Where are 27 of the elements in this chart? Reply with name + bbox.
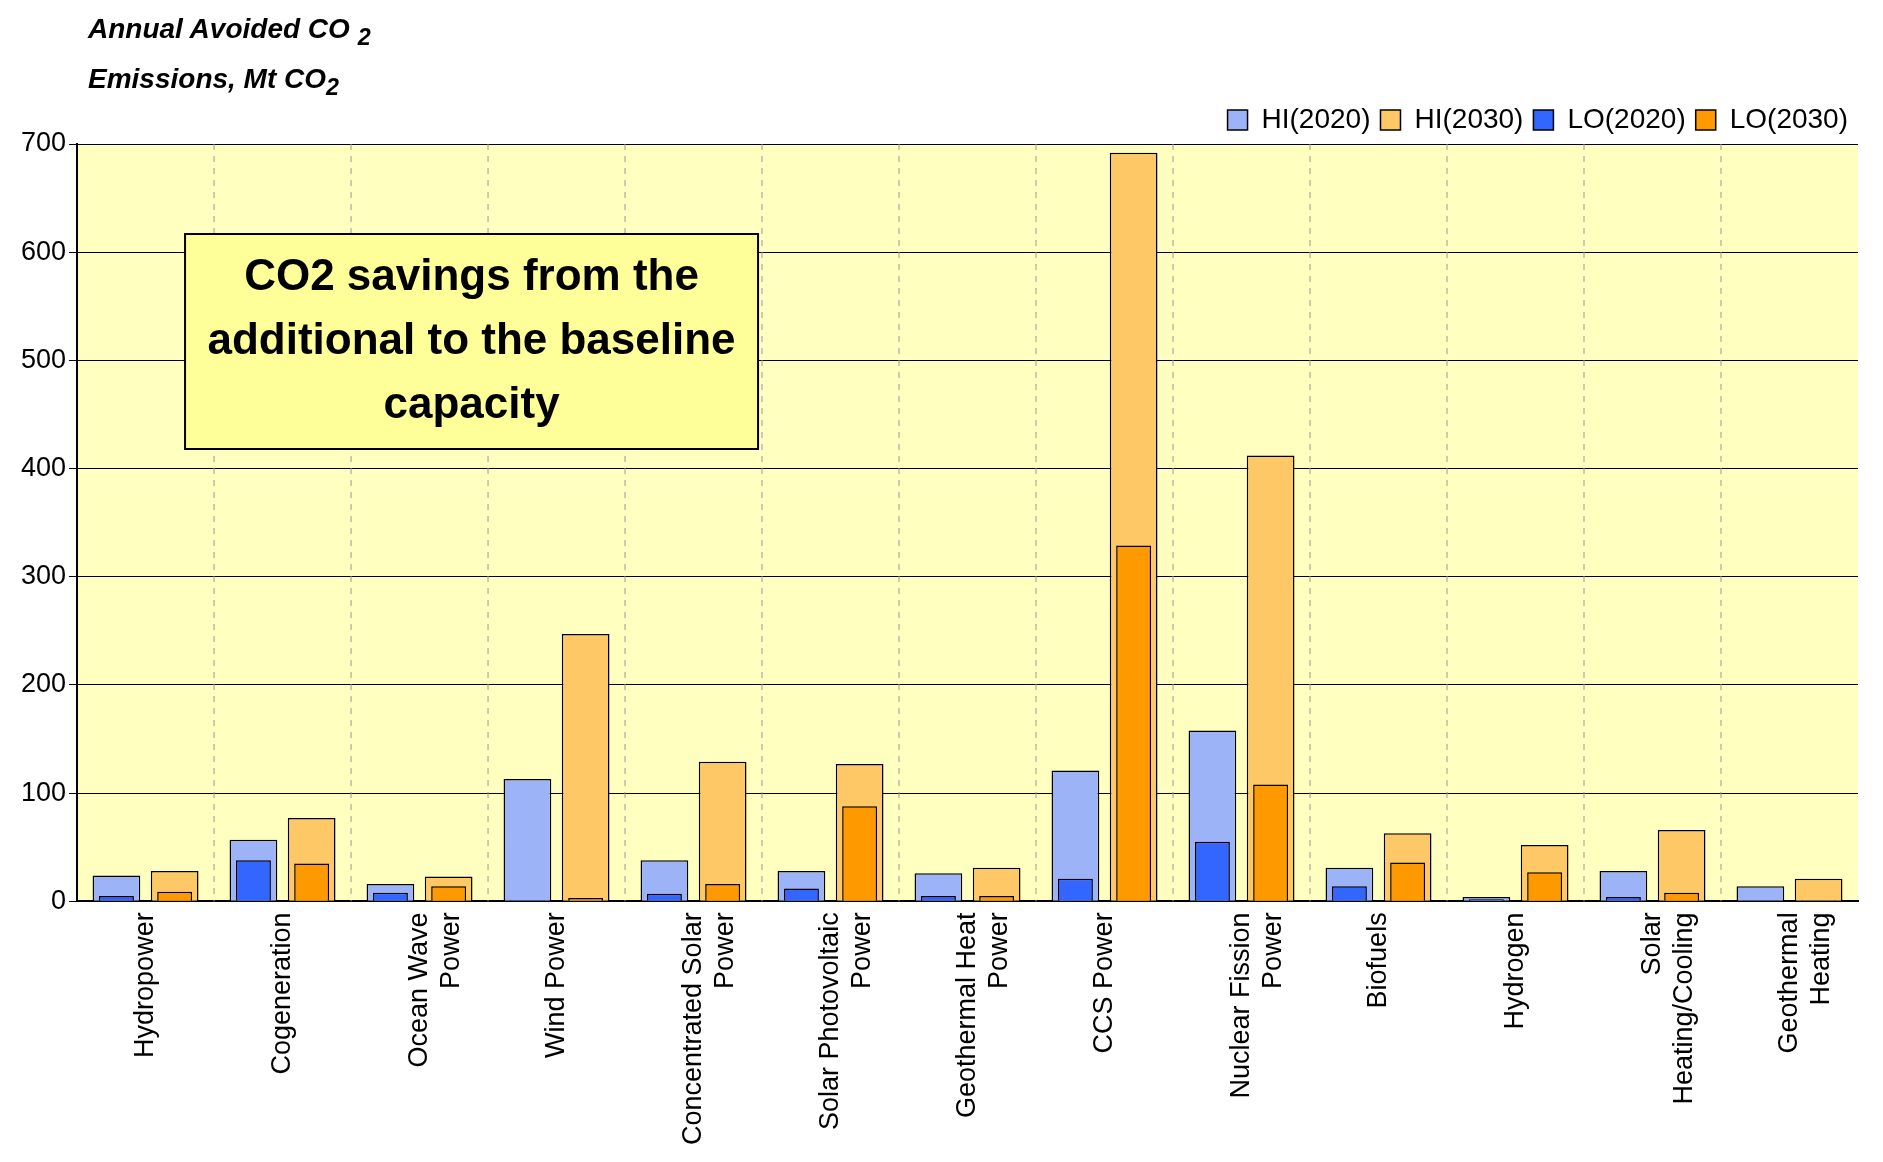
legend-label: LO(2030) (1729, 102, 1849, 134)
y-tick-label: 500 (20, 343, 67, 374)
x-tick-label: Cogeneration (266, 912, 296, 1075)
x-tick-label: Hydrogen (1498, 912, 1529, 1030)
x-tick-label: Nuclear Fission Power (1224, 912, 1288, 1099)
x-tick-label: Geothermal Heating (1772, 912, 1836, 1054)
legend-label: HI(2030) (1414, 102, 1524, 134)
legend-label: LO(2020) (1567, 102, 1686, 134)
x-tick-label: Ocean Wave Power (402, 912, 466, 1068)
y-tick-label: 100 (20, 776, 67, 807)
legend-label: HI(2020) (1261, 102, 1371, 134)
x-tick-label: Solar Heating/Cooling (1635, 912, 1699, 1105)
y-tick-label: 700 (20, 127, 67, 158)
x-tick-label: Concentrated Solar Power (676, 912, 740, 1145)
x-tick-label: Wind Power (539, 912, 570, 1058)
x-tick-label: Solar Photovoltaic Power (813, 912, 877, 1130)
text: Annual Avoided CO $_{2}$ Emissions, Mt CO$_{2}$ (88, 13, 371, 100)
annotation: CO2 savings from the additional to the baseline capacity (207, 249, 736, 427)
y-tick-label: 400 (20, 452, 67, 483)
y-tick-label: 300 (20, 560, 67, 591)
x-tick-label: Geothermal Heat Power (950, 911, 1014, 1118)
x-tick-label: Biofuels (1361, 912, 1392, 1009)
y-tick-label: 200 (20, 668, 67, 699)
y-tick-label: 600 (20, 235, 67, 266)
x-tick-label: CCS Power (1087, 912, 1118, 1054)
x-tick-label: Hydropower (129, 912, 159, 1058)
y-tick-label: 0 (51, 884, 67, 915)
